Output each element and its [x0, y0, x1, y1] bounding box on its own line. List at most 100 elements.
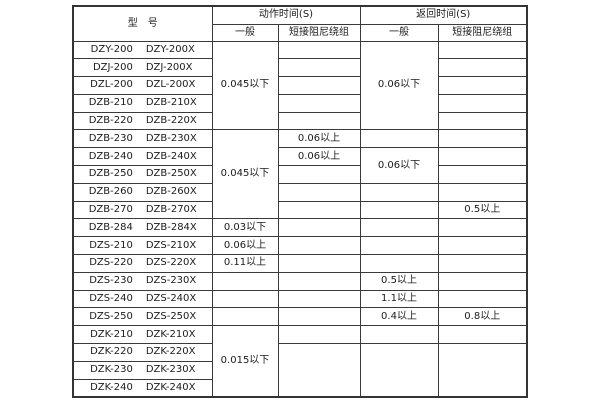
table-row: DZS-230 DZS-230X 0.5以上 — [72, 271, 528, 291]
action-damping-cell — [277, 343, 361, 398]
action-general-cell: 0.045以下 — [211, 40, 279, 131]
return-damping-cell — [437, 111, 528, 131]
return-general-cell — [359, 254, 439, 273]
return-general-cell: 0.06以下 — [359, 40, 439, 131]
model-pair: DZS-220 DZS-220X — [74, 257, 211, 269]
action-time-group-header: 动作时间(S) — [211, 5, 361, 25]
model-cell: DZB-210 DZB-210X — [72, 93, 213, 113]
action-damping-cell — [277, 200, 361, 220]
model-column-header: 型 号 — [72, 5, 213, 42]
model-cell: DZB-220 DZB-220X — [72, 111, 213, 131]
table-row: DZB-284 DZB-284X 0.03以下 — [72, 218, 528, 238]
model-code: DZB-260 — [88, 186, 133, 198]
return-damping-cell — [437, 218, 528, 238]
return-damping-cell — [437, 129, 528, 149]
model-cell: DZS-250 DZS-250X — [72, 307, 213, 327]
model-code: DZS-250 — [89, 310, 133, 322]
model-code: DZS-240 — [89, 293, 133, 305]
return-damping-cell — [437, 325, 528, 345]
model-pair: DZL-200 DZL-200X — [74, 79, 211, 91]
action-damping-cell — [277, 271, 361, 291]
model-code: DZK-210 — [90, 328, 133, 340]
return-general-cell — [359, 236, 439, 256]
table-row: DZY-200 DZY-200X 0.045以下 0.06以下 — [72, 40, 528, 131]
model-code-x: DZK-210X — [145, 328, 196, 340]
model-cell: DZS-230 DZS-230X — [72, 271, 213, 291]
action-damping-cell — [277, 307, 361, 327]
model-code-x: DZK-240X — [145, 381, 196, 393]
action-damping-cell — [277, 58, 361, 78]
table-row: DZS-240 DZS-240X 1.1以上 — [72, 289, 528, 309]
table-row: DZB-210 DZB-210X — [72, 93, 528, 113]
return-damping-cell — [437, 58, 528, 78]
spec-table: 型 号 动作时间(S) 返回时间(S) 一般 短接阻尼绕组 一般 短接阻尼绕组 … — [72, 5, 528, 398]
model-code: DZY-200 — [90, 43, 133, 55]
model-pair: DZS-230 DZS-230X — [74, 275, 211, 287]
return-damping-cell — [437, 271, 528, 291]
return-time-group-header: 返回时间(S) — [359, 5, 528, 25]
action-damping-cell — [277, 182, 361, 202]
action-damping-cell: 0.06以上 — [277, 129, 361, 149]
return-damping-header: 短接阻尼绕组 — [437, 23, 528, 42]
return-general-cell — [359, 325, 439, 345]
model-pair: DZB-240 DZB-240X — [74, 150, 211, 162]
return-damping-cell — [437, 182, 528, 202]
action-general-cell: 0.03以下 — [211, 218, 279, 238]
model-pair: DZB-260 DZB-260X — [74, 186, 211, 198]
action-damping-cell — [277, 93, 361, 113]
model-cell: DZS-210 DZS-210X — [72, 236, 213, 256]
model-pair: DZB-230 DZB-230X — [74, 132, 211, 144]
model-cell: DZB-250 DZB-250X — [72, 165, 213, 184]
action-general-cell — [211, 289, 279, 309]
action-damping-cell — [277, 111, 361, 131]
return-damping-cell — [437, 165, 528, 184]
model-code-x: DZB-240X — [145, 150, 197, 162]
return-damping-cell — [437, 93, 528, 113]
action-damping-cell: 0.06以上 — [277, 147, 361, 167]
model-pair: DZJ-200 DZJ-200X — [74, 61, 211, 73]
model-pair: DZK-210 DZK-210X — [74, 328, 211, 340]
model-code-x: DZS-230X — [145, 275, 197, 287]
model-cell: DZS-240 DZS-240X — [72, 289, 213, 309]
table-row: DZS-250 DZS-250X 0.4以上 0.8以上 — [72, 307, 528, 327]
table-row: DZB-240 DZB-240X 0.06以上 0.06以下 — [72, 147, 528, 184]
model-code-x: DZB-250X — [145, 168, 197, 180]
model-pair: DZB-220 DZB-220X — [74, 116, 211, 126]
model-cell: DZL-200 DZL-200X — [72, 76, 213, 95]
header-row-groups: 型 号 动作时间(S) 返回时间(S) — [72, 5, 528, 42]
action-general-cell: 0.11以上 — [211, 254, 279, 273]
model-code: DZL-200 — [90, 79, 133, 91]
table-row: DZB-220 DZB-220X — [72, 111, 528, 131]
return-damping-cell: 0.5以上 — [437, 200, 528, 220]
model-code: DZB-240 — [88, 150, 133, 162]
action-general-cell: 0.06以上 — [211, 236, 279, 256]
action-damping-cell — [277, 236, 361, 256]
model-code-x: DZS-210X — [145, 239, 197, 251]
model-pair: DZS-250 DZS-250X — [74, 310, 211, 322]
model-pair: DZB-210 DZB-210X — [74, 98, 211, 108]
table-row: DZK-220 DZK-220X — [72, 343, 528, 398]
model-code-x: DZJ-200X — [145, 61, 193, 73]
return-general-cell — [359, 200, 439, 220]
return-damping-cell — [437, 254, 528, 273]
model-code: DZB-230 — [88, 132, 133, 144]
model-code-x: DZS-250X — [145, 310, 197, 322]
return-damping-cell — [437, 76, 528, 95]
action-damping-cell — [277, 289, 361, 309]
model-code-x: DZS-220X — [145, 257, 197, 269]
model-pair: DZS-240 DZS-240X — [74, 293, 211, 305]
return-general-header: 一般 — [359, 23, 439, 42]
return-general-cell: 0.5以上 — [359, 271, 439, 291]
return-general-cell — [359, 343, 439, 398]
model-code-x: DZY-200X — [145, 43, 195, 55]
model-code: DZB-250 — [88, 168, 133, 180]
model-cell: DZB-260 DZB-260X — [72, 182, 213, 202]
table-row: DZS-210 DZS-210X 0.06以上 — [72, 236, 528, 256]
model-cell: DZJ-200 DZJ-200X — [72, 58, 213, 78]
model-pair: DZS-210 DZS-210X — [74, 239, 211, 251]
action-damping-cell — [277, 218, 361, 238]
action-general-cell: 0.045以下 — [211, 129, 279, 220]
model-pair: DZB-250 DZB-250X — [74, 168, 211, 180]
return-general-cell: 0.06以下 — [359, 147, 439, 184]
